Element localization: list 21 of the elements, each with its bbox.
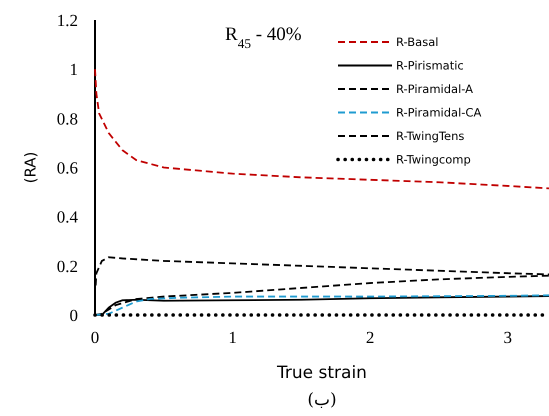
y-tick-label: 1 — [70, 60, 78, 80]
legend-label: R-Piramidal-CA — [396, 106, 482, 120]
x-tick-label: 0 — [90, 328, 100, 347]
x-axis-title: True strain — [276, 363, 367, 383]
x-tick-label: 1 — [228, 328, 237, 347]
y-tick-label: 0.8 — [56, 109, 78, 128]
legend-label: R-Twingcomp — [396, 152, 471, 167]
chart-title: R$_{45}$ - 40% — [225, 24, 302, 50]
y-tick-label: 0.2 — [56, 256, 78, 276]
text: (ب) — [307, 390, 337, 410]
x-tick-label: 2 — [366, 328, 374, 347]
legend-label: R-Pirismatic — [396, 58, 464, 73]
y-axis-title: (RA) — [21, 152, 40, 184]
y-tick-label: 1.2 — [56, 10, 78, 30]
y-tick-label: 0.4 — [56, 208, 78, 227]
y-tick-label: 0 — [70, 306, 78, 325]
legend-label: R-Piramidal-A — [396, 82, 474, 96]
x-tick-label: 3 — [503, 328, 512, 347]
y-tick-label: 0.6 — [56, 158, 78, 178]
legend-label: R-TwingTens — [396, 129, 464, 144]
legend-label: R-Basal — [396, 35, 438, 50]
